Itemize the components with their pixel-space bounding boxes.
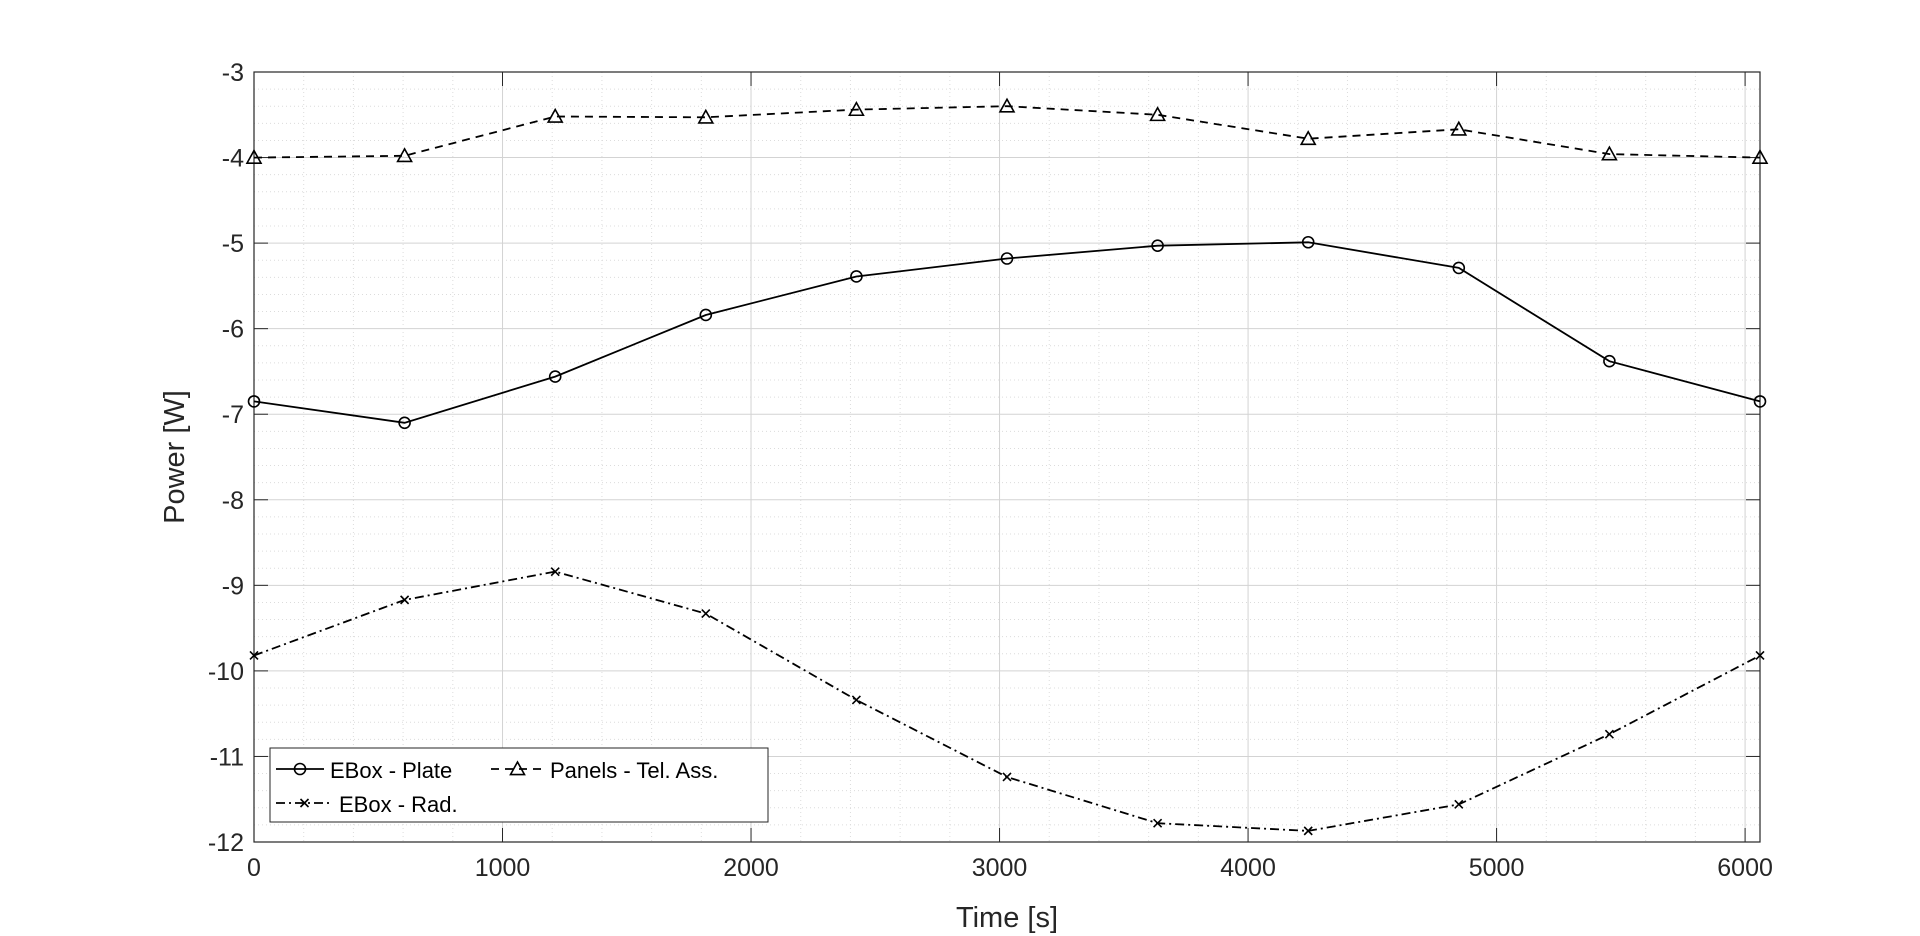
data-point-marker	[1000, 252, 1014, 265]
y-tick-label: -11	[210, 743, 244, 771]
minor-grid	[254, 72, 1760, 842]
x-tick-label: 6000	[1717, 854, 1773, 882]
data-point-marker	[1452, 261, 1466, 275]
y-tick-label: -6	[222, 316, 244, 344]
data-point-marker	[848, 100, 865, 117]
data-point-marker	[1450, 120, 1468, 136]
series-layer	[245, 97, 1769, 836]
data-point-marker	[1604, 729, 1614, 739]
data-point-marker	[245, 148, 263, 164]
x-tick-label: 3000	[972, 854, 1028, 882]
axes-box	[253, 71, 1761, 843]
data-point-marker	[697, 108, 715, 124]
data-point-marker	[249, 650, 259, 661]
data-point-marker	[548, 370, 562, 383]
plot-background	[254, 72, 1760, 842]
data-point-marker	[1751, 148, 1769, 164]
y-tick-label: -7	[222, 401, 244, 429]
data-point-marker	[1601, 145, 1618, 161]
x-tick-label: 0	[247, 854, 261, 882]
data-point-marker	[1755, 650, 1765, 661]
y-tick-label: -10	[208, 658, 244, 686]
y-tick-label: -5	[222, 230, 244, 258]
legend-label-ebox-plate: EBox - Plate	[330, 758, 452, 783]
y-axis-label: Power [W]	[159, 390, 191, 524]
x-axis-label: Time [s]	[956, 902, 1058, 934]
legend-marker	[293, 762, 307, 776]
y-tick-label: -12	[208, 829, 244, 857]
legend-box	[269, 747, 769, 823]
data-point-marker	[1303, 826, 1313, 836]
x-tick-label: 5000	[1469, 854, 1525, 882]
data-point-marker	[701, 609, 711, 619]
series-line	[253, 105, 1761, 159]
y-tick-label: -4	[222, 145, 244, 173]
data-point-marker	[400, 595, 410, 605]
data-point-marker	[699, 308, 713, 322]
x-tick-label: 4000	[1220, 854, 1276, 882]
series-line	[253, 241, 1761, 424]
data-point-marker	[398, 416, 411, 430]
data-point-marker	[1301, 235, 1315, 249]
data-point-marker	[1149, 106, 1166, 122]
data-point-marker	[1153, 818, 1163, 828]
data-point-marker	[550, 567, 560, 577]
data-point-marker	[1603, 354, 1616, 368]
y-tick-label: -8	[222, 487, 244, 515]
tick-labels: 0 1000 2000 3000 4000 5000 6000 -3 -4 -5 -6 -7 -8 -9 -…	[208, 59, 1773, 882]
data-point-marker	[1753, 395, 1767, 408]
data-point-marker	[998, 97, 1016, 113]
data-point-marker	[247, 395, 261, 408]
legend-marker	[509, 760, 526, 776]
data-point-marker	[1002, 772, 1012, 782]
legend-marker	[299, 798, 310, 808]
legend-label-ebox-rad: EBox - Rad.	[339, 792, 458, 817]
x-tick-label: 2000	[723, 854, 779, 882]
data-point-marker	[1151, 239, 1164, 252]
data-point-marker	[546, 107, 564, 123]
y-tick-label: -9	[222, 572, 244, 600]
data-point-marker	[1299, 130, 1317, 146]
axes-frame	[253, 71, 1761, 843]
data-point-marker	[396, 147, 413, 163]
legend-entries	[276, 760, 544, 808]
legend-label-panels-tel-ass: Panels - Tel. Ass.	[550, 758, 718, 783]
series-2	[249, 567, 1765, 836]
data-point-marker	[850, 270, 863, 283]
series-0	[247, 235, 1767, 430]
x-tick-label: 1000	[475, 854, 531, 882]
data-point-marker	[851, 695, 861, 705]
legend: EBox - Plate Panels - Tel. Ass. EBox - R…	[269, 747, 769, 823]
series-1	[245, 97, 1769, 164]
data-point-marker	[1454, 799, 1464, 809]
y-tick-label: -3	[222, 59, 244, 87]
